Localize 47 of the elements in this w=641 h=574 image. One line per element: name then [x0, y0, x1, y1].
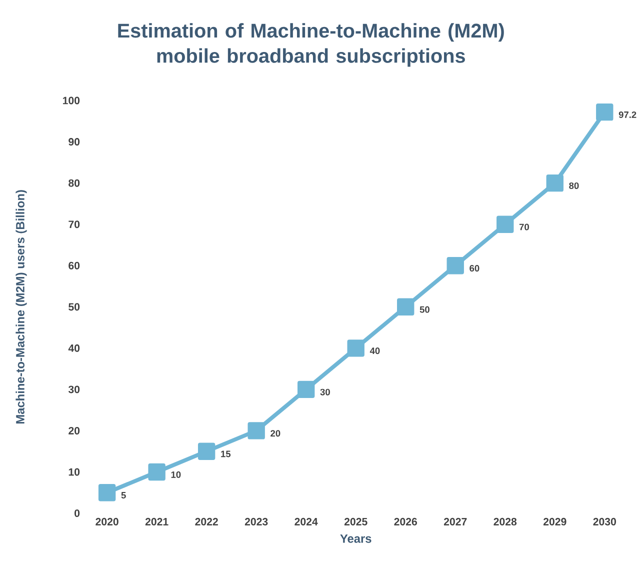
x-tick-label: 2030: [593, 518, 616, 526]
data-label: 10: [171, 471, 181, 478]
data-label: 15: [221, 450, 231, 458]
x-tick-label: 2024: [294, 518, 318, 526]
point: [248, 422, 265, 440]
y-tick-label: 10: [68, 468, 80, 476]
point: [546, 174, 564, 192]
y-tick-label: 90: [68, 138, 80, 146]
x-tick-label: 2023: [244, 518, 268, 526]
y-tick-label: 0: [74, 509, 80, 517]
x-tick-label: 2026: [394, 518, 417, 526]
x-tick-label: 2025: [344, 518, 368, 526]
y-tick-label: 20: [68, 426, 80, 434]
data-label: 5: [121, 492, 126, 498]
data-label: 50: [420, 306, 430, 313]
y-tick-label: 70: [68, 220, 80, 228]
x-tick-label: 2021: [145, 518, 168, 526]
chart-title: Estimation of Machine-to-Machine (M2M) mobile broadband subscriptions: [118, 23, 504, 67]
data-label: 80: [569, 182, 579, 189]
point: [98, 484, 116, 502]
point: [148, 463, 166, 481]
y-tick-label: 50: [68, 303, 80, 311]
point: [596, 103, 614, 121]
data-label: 60: [470, 264, 480, 272]
y-tick-label: 80: [68, 179, 80, 187]
x-tick-label: 2029: [543, 518, 566, 526]
data-label: 70: [519, 224, 529, 230]
x-tick-label: 2027: [444, 518, 467, 526]
x-tick-label: 2022: [195, 518, 218, 526]
data-label: 97.2: [618, 111, 636, 118]
point: [496, 216, 514, 233]
data-label: 40: [370, 348, 380, 354]
point: [198, 442, 216, 460]
y-tick-label: 100: [63, 96, 80, 104]
x-axis-title: Years: [340, 534, 372, 543]
x-tick-label: 2020: [96, 518, 118, 526]
point: [347, 340, 364, 357]
point: [397, 298, 414, 316]
y-tick-label: 40: [68, 344, 80, 352]
point: [446, 256, 464, 274]
y-axis-title: Machine-to-Machine (M2M) users (Billion): [16, 190, 27, 424]
data-label: 30: [320, 388, 330, 396]
y-tick-label: 60: [68, 262, 80, 270]
y-tick-label: 30: [68, 386, 80, 394]
point: [297, 380, 315, 398]
x-tick-label: 2028: [494, 518, 517, 526]
data-label: 20: [270, 430, 280, 437]
